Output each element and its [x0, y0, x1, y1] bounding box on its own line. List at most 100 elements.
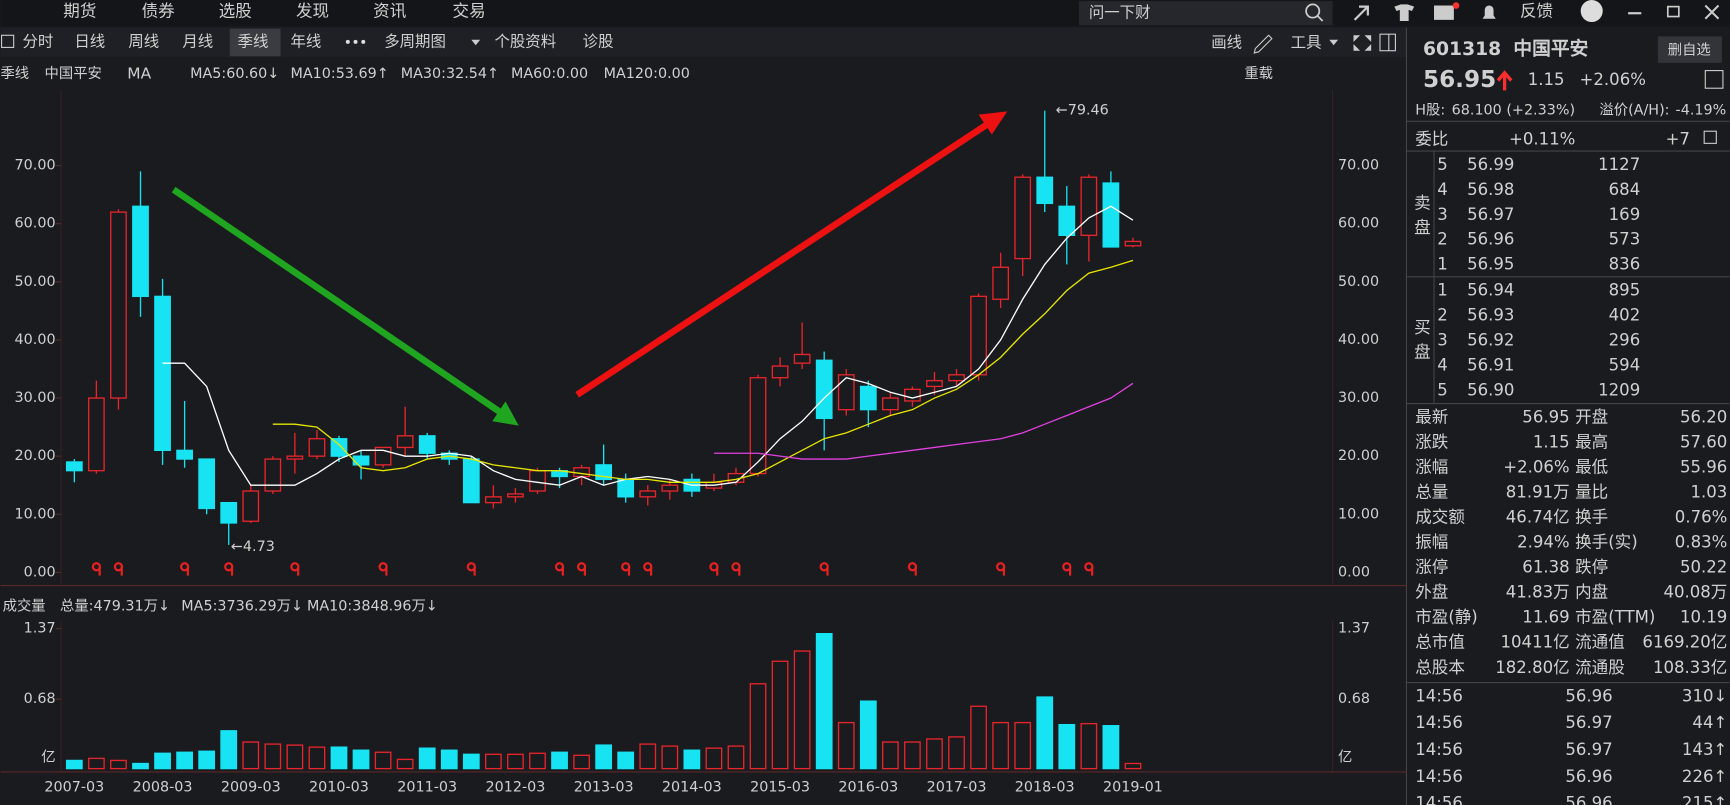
volume-bar: [308, 746, 326, 770]
y-tick-label: 50.00: [15, 274, 56, 290]
x-tick-label: 2012-03: [485, 779, 545, 795]
restore-icon[interactable]: [1666, 5, 1680, 18]
y-tick-label: 0.00: [24, 564, 56, 580]
stat-value: 40.08万: [1663, 583, 1727, 602]
stat-label: 总市值: [1415, 633, 1465, 652]
y-tick-label: 0.68: [24, 691, 56, 707]
copy-icon[interactable]: [1703, 130, 1717, 144]
stat-label: 流通值: [1575, 633, 1625, 652]
tool-button[interactable]: 工具: [1291, 34, 1322, 52]
x-tick-label: 2015-03: [750, 779, 810, 795]
y-tick-label: 30.00: [1338, 390, 1379, 406]
volume-bar: [396, 758, 414, 770]
mail-icon[interactable]: [1434, 5, 1454, 20]
nav-item[interactable]: 债券: [142, 2, 176, 21]
candle-body: [507, 493, 524, 498]
period-tab[interactable]: 月线: [182, 32, 213, 50]
period-tab[interactable]: 分时: [23, 32, 54, 50]
period-tab[interactable]: 诊股: [583, 32, 614, 50]
candle-body: [484, 496, 502, 504]
period-tab[interactable]: 多周期图: [384, 32, 446, 50]
dropdown-icon[interactable]: [1329, 39, 1339, 46]
nav-item[interactable]: 选股: [219, 2, 252, 21]
layout-icon[interactable]: [1379, 33, 1396, 52]
feedback-link[interactable]: 反馈: [1520, 2, 1553, 21]
search-placeholder[interactable]: 问一下财: [1089, 4, 1151, 22]
volume-bar: [352, 749, 370, 770]
book-price: 56.99: [1467, 155, 1514, 174]
book-level: 2: [1437, 230, 1448, 249]
trade-time: 14:56: [1415, 740, 1463, 759]
more-icon: [353, 39, 358, 44]
book-level: 1: [1437, 281, 1448, 300]
stat-label: 换手: [1575, 508, 1608, 527]
trade-volume: 226↑: [1682, 767, 1727, 786]
trade-price: 56.96: [1565, 767, 1612, 786]
stat-value: 10.19: [1680, 608, 1727, 627]
candle-body: [286, 455, 304, 460]
book-volume: 402: [1609, 306, 1641, 325]
book-volume: 296: [1609, 330, 1641, 349]
menu-icon[interactable]: [1704, 70, 1724, 89]
trade-time: 14:56: [1415, 713, 1463, 732]
order-diff-value: +7: [1666, 130, 1690, 149]
volume-bar: [88, 757, 105, 770]
search-box[interactable]: [1078, 1, 1333, 26]
fullscreen-icon[interactable]: [1353, 35, 1372, 51]
volume-bar: [683, 749, 701, 770]
stat-label: 外盘: [1415, 583, 1448, 602]
stat-label: 涨停: [1415, 558, 1448, 577]
nav-item[interactable]: 交易: [453, 2, 486, 21]
book-volume: 573: [1609, 230, 1641, 249]
stat-label: 总股本: [1415, 658, 1465, 677]
more-icon[interactable]: [345, 39, 350, 44]
volume-bar: [1124, 762, 1142, 770]
y-tick-label: 1.37: [24, 621, 56, 637]
book-level: 5: [1437, 155, 1448, 174]
premium-label: 溢价(A/H):: [1599, 101, 1669, 118]
skin-icon[interactable]: [1394, 4, 1415, 21]
candle-body: [220, 501, 238, 524]
bell-icon[interactable]: [1482, 5, 1496, 19]
nav-item[interactable]: 发现: [296, 2, 329, 21]
volume-bar: [992, 721, 1010, 770]
down-arrow-head: [492, 401, 519, 426]
stat-label: 成交额: [1415, 508, 1465, 527]
nav-item[interactable]: 期货: [63, 2, 96, 21]
stat-label: 最高: [1575, 432, 1608, 451]
volume-bar: [65, 759, 83, 770]
stat-value: 11.69: [1522, 608, 1569, 627]
reload-button[interactable]: 重载: [1244, 65, 1273, 82]
pen-icon[interactable]: [1253, 34, 1273, 54]
candle-body: [904, 388, 921, 402]
stat-value: 0.76%: [1675, 508, 1728, 527]
candle-body: [992, 266, 1010, 300]
active-tab: [229, 28, 281, 57]
close-icon[interactable]: [1704, 4, 1720, 20]
period-tab[interactable]: 个股资料: [494, 32, 556, 50]
shrink-icon[interactable]: [1353, 5, 1369, 21]
book-volume: 684: [1609, 180, 1641, 199]
panel-icon[interactable]: [1, 34, 15, 48]
nav-item[interactable]: 资讯: [373, 2, 406, 21]
ma-line: [713, 382, 1134, 460]
volume-bar: [374, 751, 392, 770]
period-tab[interactable]: 周线: [128, 32, 159, 50]
period-tab[interactable]: 年线: [290, 32, 321, 50]
stat-label: 涨幅: [1415, 458, 1448, 477]
search-icon[interactable]: [1305, 3, 1321, 19]
volume-bar: [242, 741, 260, 770]
watchlist-label[interactable]: 删自选: [1668, 42, 1711, 59]
period-tab[interactable]: 季线: [238, 32, 269, 50]
period-tab[interactable]: 日线: [74, 32, 105, 50]
ma-line: [162, 205, 1134, 486]
indicator-select[interactable]: MA: [127, 64, 151, 82]
x-tick-label: 2017-03: [927, 779, 987, 795]
trade-price: 56.96: [1565, 686, 1612, 705]
y-tick-label: 50.00: [1338, 274, 1379, 290]
trade-time: 14:56: [1415, 794, 1463, 805]
watchlist-button[interactable]: [1657, 36, 1722, 63]
tool-button[interactable]: 画线: [1211, 34, 1242, 52]
dropdown-icon[interactable]: [471, 39, 481, 46]
avatar-icon[interactable]: [1580, 0, 1603, 23]
